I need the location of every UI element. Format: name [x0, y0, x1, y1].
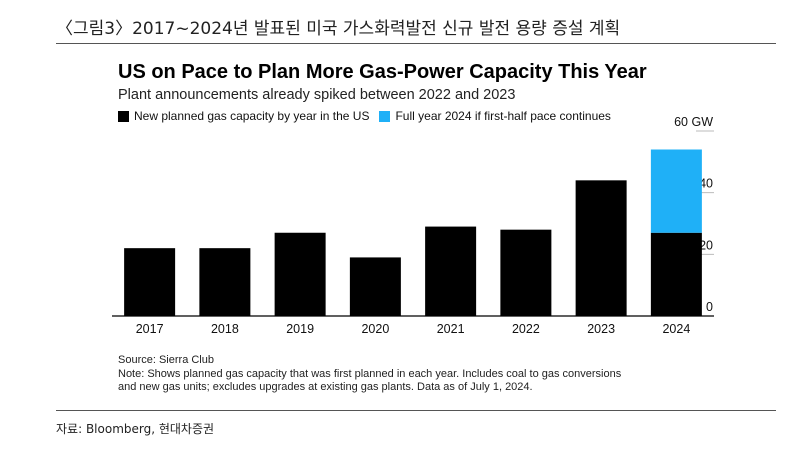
report-heading: 〈그림3〉2017~2024년 발표된 미국 가스화력발전 신규 발전 용량 증… [56, 19, 621, 39]
legend-swatch-projection [379, 110, 391, 122]
chart-subtitle: Plant announcements already spiked betwe… [118, 87, 516, 103]
top-divider [56, 43, 776, 44]
bar-2017-series-0 [124, 248, 176, 316]
bar-2020-series-0 [349, 257, 401, 316]
x-tick-label-2017: 2017 [136, 322, 164, 336]
legend-item-base: New planned gas capacity by year in the … [118, 109, 369, 123]
x-tick-label-2022: 2022 [512, 322, 540, 336]
legend-label-projection: Full year 2024 if first-half pace contin… [395, 109, 611, 123]
x-tick-label-2020: 2020 [361, 322, 389, 336]
bar-2023-series-0 [575, 180, 627, 316]
bar-2024-series-0 [650, 232, 702, 316]
footer-source: 자료: Bloomberg, 현대차증권 [56, 422, 215, 436]
bar-2024-series-1 [650, 149, 702, 233]
legend-item-projection: Full year 2024 if first-half pace contin… [379, 109, 611, 123]
x-tick-label-2021: 2021 [437, 322, 465, 336]
bottom-divider [56, 410, 776, 411]
bar-2021-series-0 [425, 226, 477, 316]
legend: New planned gas capacity by year in the … [118, 109, 621, 123]
y-tick-label-60: 60 GW [674, 115, 713, 129]
x-tick-label-2019: 2019 [286, 322, 314, 336]
note-line-2: and new gas units; excludes upgrades at … [118, 381, 533, 393]
y-tick-label-0: 0 [706, 300, 713, 314]
bar-2019-series-0 [274, 232, 326, 316]
x-tick-label-2023: 2023 [587, 322, 615, 336]
chart-notes: Source: Sierra Club Note: Shows planned … [118, 354, 738, 395]
y-tick-label-40: 40 [699, 177, 713, 191]
x-tick-label-2018: 2018 [211, 322, 239, 336]
note-line-1: Note: Shows planned gas capacity that wa… [118, 367, 622, 380]
legend-swatch-base [118, 110, 129, 122]
bar-2022-series-0 [500, 229, 552, 316]
bar-2018-series-0 [199, 248, 251, 316]
legend-label-base: New planned gas capacity by year in the … [134, 109, 370, 123]
x-tick-label-2024: 2024 [662, 322, 690, 336]
y-tick-label-20: 20 [699, 238, 713, 252]
source-line: Source: Sierra Club [118, 354, 214, 366]
chart-title: US on Pace to Plan More Gas-Power Capaci… [118, 61, 647, 83]
